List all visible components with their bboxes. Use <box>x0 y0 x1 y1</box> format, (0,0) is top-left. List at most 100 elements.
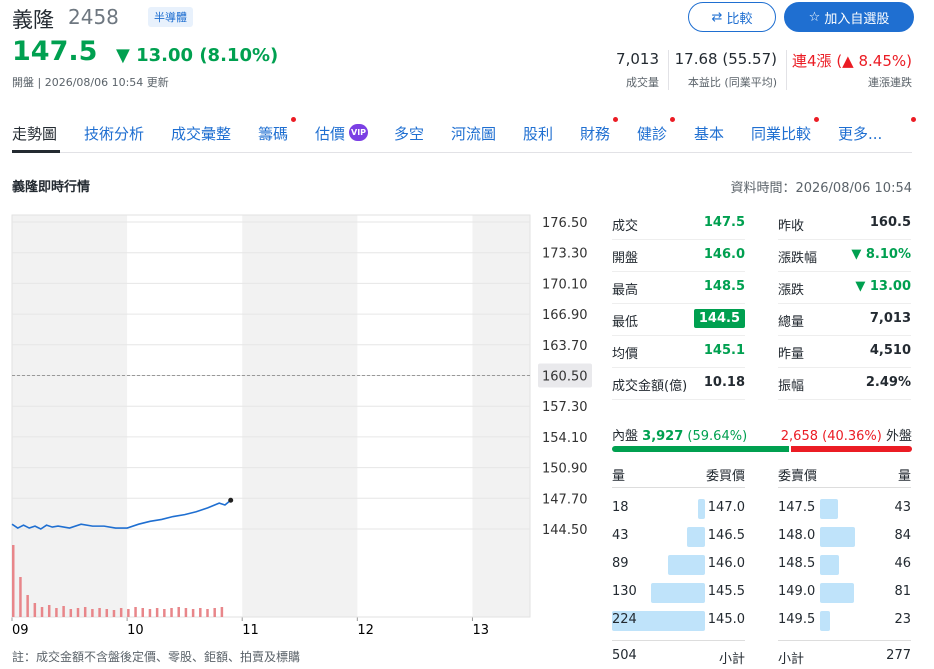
row-line <box>612 271 745 272</box>
y-tick-label: 166.90 <box>542 308 588 323</box>
quote-label: 漲跌 <box>778 283 805 298</box>
tab[interactable]: 多空 <box>394 125 425 143</box>
x-tick-label: 13 <box>472 623 489 638</box>
inner: 內盤 3,927 (59.64%) <box>612 425 747 444</box>
tab-divider <box>12 152 912 153</box>
book-total: 小計 <box>718 652 745 667</box>
volume-bar <box>76 608 80 617</box>
volume-bar <box>112 610 116 617</box>
quote-label: 均價 <box>612 347 639 362</box>
compare-button[interactable]: ⇄ 比較 <box>688 2 776 32</box>
bid-price: 146.5 <box>707 528 745 543</box>
tab-dot <box>670 117 675 122</box>
inner-label: 內盤 <box>612 429 639 444</box>
quote-label: 最低 <box>612 315 639 330</box>
book-header: 量 <box>612 469 626 484</box>
ask-bar <box>820 555 840 575</box>
volume-bar <box>127 609 130 617</box>
bid-bar <box>697 499 705 519</box>
stat-divider <box>668 50 669 90</box>
inner-volume: 3,927 <box>642 429 684 444</box>
bid-price: 146.0 <box>707 556 745 571</box>
quote-value: 147.5 <box>704 215 745 230</box>
tab[interactable]: 成交彙整 <box>171 125 232 143</box>
row-line <box>778 399 911 400</box>
watchlist-button[interactable]: ☆ 加入自選股 <box>784 2 914 32</box>
bid-price: 145.5 <box>707 584 745 599</box>
chart: 09 10 11 12 13 176.50 173.30 170.10 166.90 163.70… <box>11 214 592 638</box>
ask-price: 148.5 <box>778 556 816 571</box>
inner-bar <box>612 446 789 452</box>
quote-number: 2.49% <box>865 375 911 390</box>
plot-frame <box>11 214 531 618</box>
tab[interactable]: 同業比較 <box>751 125 812 143</box>
bid-price: 147.0 <box>707 500 745 515</box>
ask-volume: 46 <box>894 556 911 571</box>
volume-bar <box>220 607 224 617</box>
book-line <box>612 640 745 641</box>
tab[interactable]: 更多... <box>838 125 883 143</box>
quote-label: 漲跌幅 <box>778 251 818 266</box>
bid-volume: 89 <box>612 556 629 571</box>
ask-volume: 84 <box>894 528 911 543</box>
quote-number: 148.5 <box>703 279 745 294</box>
time-band <box>472 215 530 617</box>
vip-badge: VIP <box>349 124 369 141</box>
change-pct: (8.10%) <box>199 45 279 66</box>
ask-bar <box>820 499 838 519</box>
quote-label: 振幅 <box>778 379 805 394</box>
volume-bar <box>69 609 73 617</box>
row-line <box>778 367 911 368</box>
outer-bar <box>790 446 912 452</box>
stat-value: 17.68 (55.57) <box>674 50 777 68</box>
ask-volume: 23 <box>894 612 911 627</box>
book-header: 委買價 <box>705 469 745 484</box>
y-tick-label: 157.30 <box>542 400 588 415</box>
book-line <box>778 640 911 641</box>
quote-value: 146.0 <box>704 247 745 262</box>
quote-low: 144.5 <box>693 309 745 328</box>
tab[interactable]: 河流圖 <box>451 125 497 143</box>
bid-bar <box>687 527 705 547</box>
ask-price: 147.5 <box>778 500 816 515</box>
y-tick-label: 150.90 <box>542 462 588 477</box>
quote-label: 成交金額(億) <box>612 379 688 394</box>
volume-bar <box>33 603 37 617</box>
tab-dot <box>291 117 296 122</box>
ask-bar <box>820 611 830 631</box>
quote-value: 7,013 <box>870 311 911 326</box>
button-label: 加入自選股 <box>824 11 890 27</box>
y-tick-label: 144.50 <box>542 523 588 538</box>
row-line <box>612 399 745 400</box>
price-line <box>11 499 232 530</box>
quote-value: 4,510 <box>870 343 911 358</box>
tab[interactable]: 估價 <box>315 125 346 143</box>
bid-volume: 18 <box>612 500 629 515</box>
y-tick-label: 170.10 <box>542 277 588 292</box>
tab[interactable]: 走勢圖 <box>12 125 58 143</box>
tab[interactable]: 技術分析 <box>84 125 145 143</box>
y-tick-label: 176.50 <box>542 216 588 231</box>
tab[interactable]: 籌碼 <box>258 125 289 143</box>
quote-number: 160.5 <box>869 215 911 230</box>
outer-label: 外盤 <box>885 429 912 444</box>
quote-value: 145.1 <box>704 343 745 358</box>
quote-value: 148.5 <box>704 279 745 294</box>
tab[interactable]: 基本 <box>694 125 725 143</box>
tab[interactable]: 股利 <box>523 125 554 143</box>
book-total: 小計 <box>778 652 805 667</box>
volume-bar <box>40 607 44 617</box>
tag[interactable]: 半導體 <box>148 7 193 27</box>
button-label: 比較 <box>726 11 753 27</box>
volume-bar <box>199 608 202 617</box>
price: 147.5 <box>12 36 98 67</box>
volume-bar <box>184 608 188 617</box>
time-band <box>242 215 358 617</box>
tab[interactable]: 健診 <box>637 125 668 143</box>
stat-value: 連4漲 (▲ 8.45%) <box>792 52 912 70</box>
x-tick-label: 12 <box>357 623 374 638</box>
tab[interactable]: 財務 <box>580 125 611 143</box>
quote-value: ▼ 13.00 <box>855 279 911 294</box>
volume-bar <box>141 608 144 617</box>
